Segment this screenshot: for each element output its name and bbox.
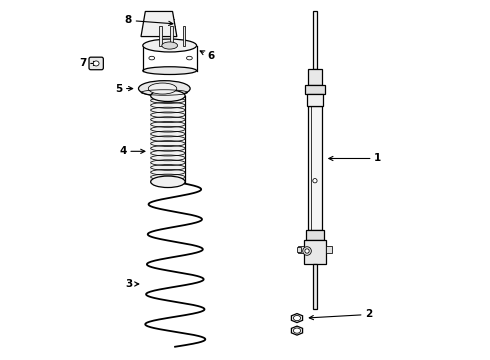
Bar (308, 107, 322, 230)
Text: 8: 8 (125, 15, 173, 26)
Text: 4: 4 (120, 146, 145, 156)
Bar (170, 26, 173, 45)
Bar (159, 26, 162, 45)
Ellipse shape (139, 81, 190, 96)
Ellipse shape (294, 328, 300, 333)
Ellipse shape (149, 56, 155, 60)
Text: 7: 7 (79, 58, 98, 68)
Polygon shape (292, 314, 303, 323)
Ellipse shape (303, 247, 311, 255)
Ellipse shape (313, 179, 317, 183)
Text: 2: 2 (309, 310, 372, 320)
Bar (307, 94, 323, 107)
Ellipse shape (151, 90, 185, 102)
Bar (151, 96, 185, 182)
Bar (183, 26, 185, 45)
Bar (298, 246, 304, 253)
Polygon shape (292, 326, 303, 335)
Text: 6: 6 (200, 51, 215, 61)
Ellipse shape (187, 56, 192, 60)
Ellipse shape (294, 315, 300, 321)
Bar (306, 230, 324, 240)
Polygon shape (141, 12, 177, 37)
Ellipse shape (143, 67, 196, 75)
Bar (297, 247, 301, 252)
Ellipse shape (151, 176, 185, 188)
Ellipse shape (162, 42, 177, 49)
Bar (313, 12, 317, 69)
Text: 5: 5 (115, 84, 133, 94)
Ellipse shape (148, 83, 177, 94)
Bar (304, 240, 326, 264)
Ellipse shape (305, 249, 309, 253)
Bar (308, 69, 322, 85)
Text: 1: 1 (329, 153, 381, 163)
Bar (313, 264, 317, 309)
FancyBboxPatch shape (89, 57, 103, 70)
Bar (326, 246, 332, 253)
Ellipse shape (93, 61, 99, 66)
Bar (305, 85, 325, 94)
Text: 3: 3 (125, 279, 139, 289)
Ellipse shape (143, 39, 196, 52)
